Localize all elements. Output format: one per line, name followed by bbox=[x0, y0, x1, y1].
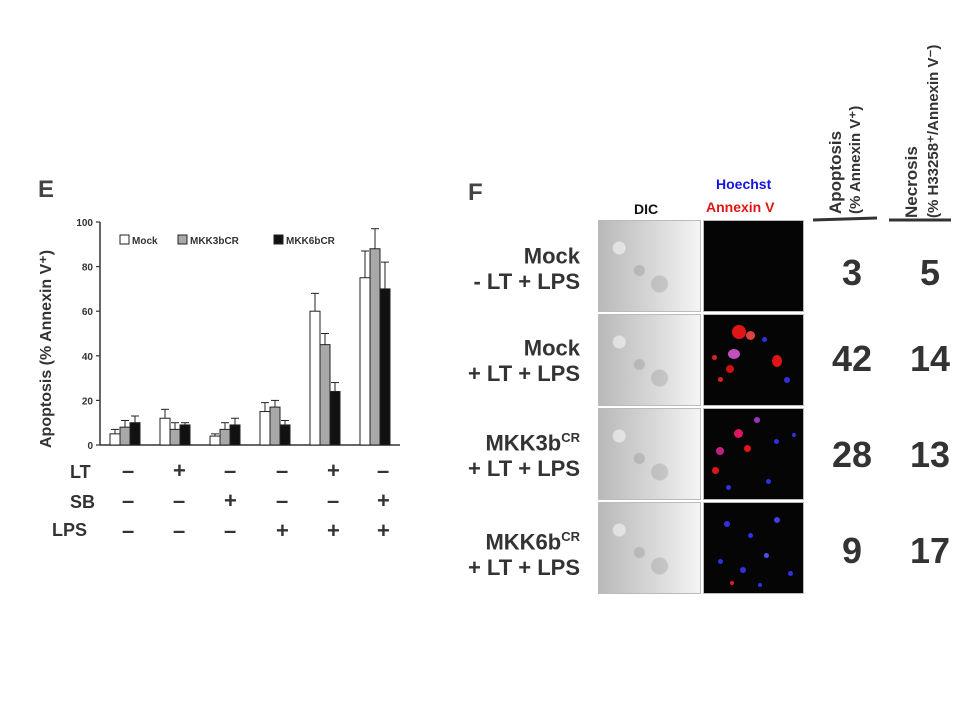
condition-row-3: MKK3bCR + LT + LPS bbox=[395, 425, 580, 482]
legend-swatch bbox=[119, 234, 130, 245]
treatment-sign: – bbox=[276, 458, 289, 483]
apoptosis-value-row-3: 28 bbox=[831, 434, 873, 475]
dic-image-row-3 bbox=[598, 408, 701, 500]
treatment-sign: + bbox=[327, 518, 340, 543]
bar-mkk6bcr bbox=[129, 422, 141, 446]
bar-mkk3bcr bbox=[169, 428, 181, 446]
bar-mkk6bcr bbox=[279, 424, 291, 446]
bar-mkk3bcr bbox=[319, 344, 331, 446]
panel-f-letter: F bbox=[468, 179, 483, 206]
treatment-sign: – bbox=[327, 488, 340, 513]
chart-y-axis-label: Apoptosis (% Annexin V⁺) bbox=[38, 249, 55, 448]
dic-column-label: DIC bbox=[634, 201, 659, 217]
fluorescence-image-row-1 bbox=[703, 220, 804, 312]
row-label-lps: LPS bbox=[52, 520, 88, 540]
fluorescence-image-row-3 bbox=[703, 408, 804, 500]
treatment-sign: + bbox=[173, 458, 186, 483]
header-rules bbox=[812, 216, 951, 222]
necrosis-value-row-2: 14 bbox=[909, 338, 951, 379]
condition-row-4: MKK6bCR + LT + LPS bbox=[395, 524, 580, 581]
hoechst-column-label: Hoechst bbox=[716, 176, 772, 192]
bar-mock bbox=[259, 411, 271, 446]
bar-mkk3bcr bbox=[119, 426, 131, 446]
y-tick-label: 20 bbox=[82, 396, 94, 407]
treatment-sign: + bbox=[276, 518, 289, 543]
y-tick-label: 40 bbox=[82, 352, 94, 363]
condition-name: Mock bbox=[523, 335, 580, 361]
apoptosis-value-row-4: 9 bbox=[841, 530, 863, 571]
bar-mkk6bcr bbox=[379, 288, 391, 446]
y-tick-label: 60 bbox=[82, 307, 94, 318]
dic-image-row-2 bbox=[598, 314, 701, 406]
necrosis-header: Necrosis bbox=[902, 146, 921, 218]
apoptosis-header-unit: (% Annexin V⁺) bbox=[847, 105, 864, 214]
bar-mock bbox=[359, 277, 371, 446]
treatment-sign: – bbox=[173, 488, 186, 513]
bar-mkk6bcr bbox=[229, 424, 241, 446]
necrosis-value-row-3: 13 bbox=[909, 434, 951, 475]
necrosis-value-row-1: 5 bbox=[919, 252, 941, 293]
legend-label: MKK6bCR bbox=[286, 236, 336, 247]
bar-mkk3bcr bbox=[219, 428, 231, 446]
annexin-column-label: Annexin V bbox=[706, 199, 775, 215]
dic-image-row-4 bbox=[598, 502, 701, 594]
fluorescence-image-row-2 bbox=[703, 314, 804, 406]
apoptosis-value-row-1: 3 bbox=[841, 252, 863, 293]
bar-mock bbox=[209, 435, 221, 446]
treatment-sign: – bbox=[122, 488, 135, 513]
condition-name: MKK6b bbox=[485, 529, 562, 555]
condition-name: Mock bbox=[523, 243, 580, 269]
legend-swatch bbox=[177, 234, 188, 245]
treatment-sign: – bbox=[122, 458, 135, 483]
apoptosis-bar-chart: 0 20 40 60 80 100 Mock MKK3bCR MKK6bCR bbox=[76, 218, 400, 452]
row-label-lt: LT bbox=[70, 462, 91, 482]
bar-mkk6bcr bbox=[179, 424, 191, 446]
condition-sup: CR bbox=[561, 529, 580, 544]
treatment-sign: – bbox=[377, 458, 390, 483]
condition-sup: CR bbox=[561, 430, 580, 445]
treatment-sign: – bbox=[173, 518, 186, 543]
legend-label: Mock bbox=[132, 236, 158, 247]
treatment-sign: + bbox=[327, 458, 340, 483]
treatment-sign: + bbox=[377, 488, 390, 513]
apoptosis-header: Apoptosis bbox=[826, 130, 845, 214]
bar-mkk3bcr bbox=[269, 406, 281, 446]
bar-mock bbox=[309, 310, 321, 446]
row-label-sb: SB bbox=[70, 492, 96, 512]
treatment-sign: – bbox=[122, 518, 135, 543]
y-tick-label: 100 bbox=[76, 218, 93, 229]
necrosis-value-row-4: 17 bbox=[909, 530, 951, 571]
condition-name: MKK3b bbox=[485, 430, 562, 456]
condition-treatment: - LT + LPS bbox=[473, 269, 580, 295]
treatment-sign: – bbox=[224, 458, 237, 483]
treatment-sign: + bbox=[224, 488, 237, 513]
condition-row-2: Mock + LT + LPS bbox=[395, 330, 580, 387]
treatment-sign: – bbox=[224, 518, 237, 543]
bar-mock bbox=[159, 417, 171, 446]
bar-mkk6bcr bbox=[329, 390, 341, 446]
y-tick-label: 0 bbox=[87, 441, 93, 452]
condition-treatment: + LT + LPS bbox=[467, 361, 580, 387]
legend-label: MKK3bCR bbox=[190, 236, 240, 247]
condition-treatment: + LT + LPS bbox=[467, 555, 580, 581]
condition-row-1: Mock - LT + LPS bbox=[395, 238, 580, 295]
bar-mkk3bcr bbox=[369, 248, 381, 446]
condition-treatment: + LT + LPS bbox=[467, 456, 580, 482]
panel-e-letter: E bbox=[38, 176, 55, 203]
y-tick-label: 80 bbox=[82, 263, 94, 274]
apoptosis-value-row-2: 42 bbox=[831, 338, 873, 379]
bar-mock bbox=[109, 433, 121, 446]
necrosis-header-unit: (% H33258⁺/Annexin V⁻) bbox=[925, 44, 942, 218]
fluorescence-image-row-4 bbox=[703, 502, 804, 594]
treatment-sign: – bbox=[276, 488, 289, 513]
legend-swatch bbox=[273, 234, 284, 245]
dic-image-row-1 bbox=[598, 220, 701, 312]
treatment-sign: + bbox=[377, 518, 390, 543]
